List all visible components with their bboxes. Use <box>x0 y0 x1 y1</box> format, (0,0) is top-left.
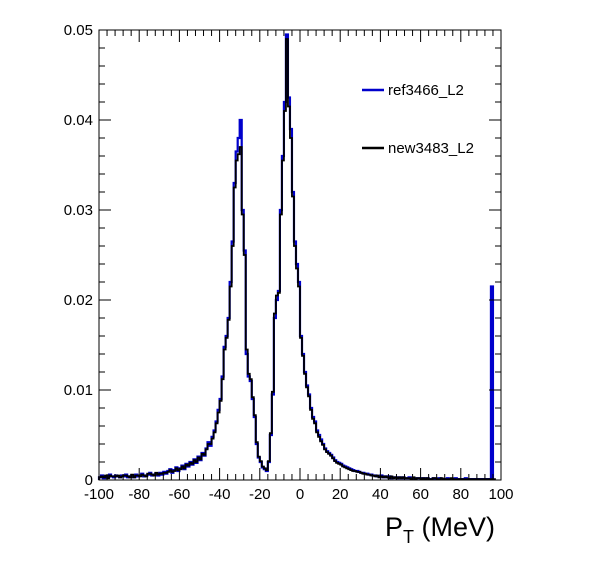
x-tick-label: 0 <box>296 486 304 503</box>
x-tick-label: -40 <box>209 486 231 503</box>
x-tick-label: 20 <box>332 486 349 503</box>
series-layer <box>97 33 496 481</box>
y-tick-label: 0.02 <box>64 292 93 309</box>
x-tick-label: -60 <box>169 486 191 503</box>
y-tick-label: 0.04 <box>64 112 93 129</box>
x-axis-title: PT (MeV) <box>385 512 495 547</box>
y-tick-label: 0.01 <box>64 382 93 399</box>
series-line-new3483_L2 <box>98 38 496 480</box>
x-tick-label: 60 <box>412 486 429 503</box>
x-tick-label: 40 <box>372 486 389 503</box>
legend-label-ref3466_L2: ref3466_L2 <box>388 82 464 99</box>
y-tick-label: 0 <box>85 472 93 489</box>
x-tick-label: -100 <box>84 486 114 503</box>
x-tick-label: 100 <box>488 486 513 503</box>
ticks-layer: -100 -80 -60 -40 -20 0 20 40 60 80 100 0 0.01 0.02 0.0… <box>64 22 514 503</box>
y-tick-label: 0.03 <box>64 202 93 219</box>
y-tick-label: 0.05 <box>64 22 93 39</box>
x-axis-title-main: P <box>385 512 403 542</box>
legend: ref3466_L2 new3483_L2 <box>362 82 474 157</box>
x-tick-label: -80 <box>128 486 150 503</box>
legend-label-new3483_L2: new3483_L2 <box>388 140 474 157</box>
x-tick-label: 80 <box>452 486 469 503</box>
x-tick-label: -20 <box>249 486 271 503</box>
x-axis-title-rest: (MeV) <box>414 512 495 542</box>
x-axis-title-subscript: T <box>403 527 414 547</box>
